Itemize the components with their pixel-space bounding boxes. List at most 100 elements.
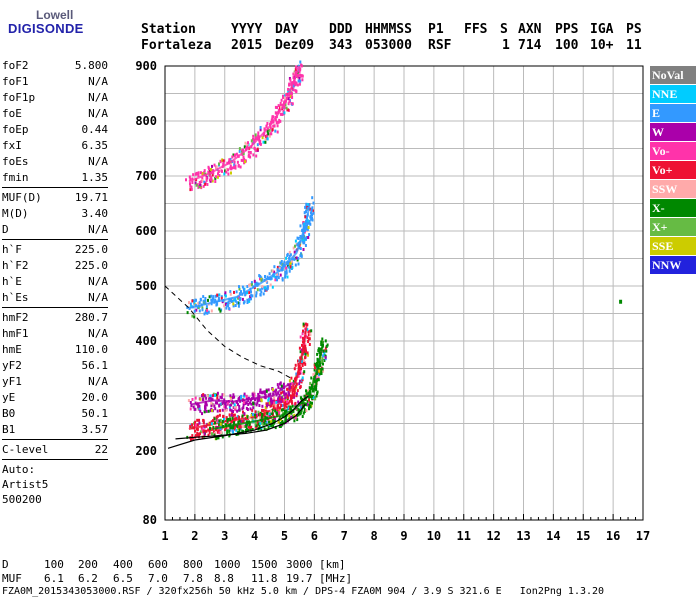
- echo-point: [231, 166, 234, 170]
- legend-item-w: W: [650, 123, 696, 141]
- echo-point: [262, 423, 265, 426]
- echo-point: [315, 381, 318, 385]
- echo-point: [319, 372, 322, 376]
- param-name: h`Es: [2, 291, 29, 304]
- echo-point: [223, 409, 226, 413]
- echo-point: [213, 417, 216, 421]
- echo-point: [245, 147, 247, 151]
- echo-point: [307, 340, 310, 343]
- echo-point: [233, 298, 236, 302]
- echo-point: [298, 246, 301, 250]
- echo-point: [231, 416, 234, 420]
- echo-point: [233, 290, 235, 294]
- echo-point: [273, 265, 276, 269]
- echo-point: [303, 408, 306, 412]
- echo-point: [323, 352, 326, 356]
- echo-point: [322, 362, 324, 366]
- echo-point: [193, 315, 196, 319]
- echo-point: [251, 283, 253, 287]
- echo-point: [241, 158, 244, 162]
- echo-point: [286, 400, 289, 404]
- y-tick-label: 800: [135, 114, 157, 128]
- echo-point: [285, 266, 288, 270]
- echo-point: [206, 394, 209, 398]
- echo-point: [202, 398, 205, 401]
- x-tick-label: 1: [161, 529, 168, 543]
- x-tick-label: 16: [606, 529, 620, 543]
- echo-point: [308, 395, 311, 399]
- echo-point: [212, 393, 215, 397]
- echo-point: [263, 427, 266, 431]
- echo-point: [231, 429, 234, 433]
- legend-item-nne: NNE: [650, 85, 696, 103]
- echo-point: [318, 369, 321, 373]
- param-row-yf1: yF1 N/A: [2, 374, 108, 390]
- x-tick-label: 5: [281, 529, 288, 543]
- echo-point: [229, 290, 232, 294]
- echo-point: [299, 379, 301, 383]
- echo-point: [286, 252, 289, 256]
- echo-point: [227, 417, 230, 421]
- echo-point: [285, 415, 288, 419]
- echo-point: [295, 372, 298, 376]
- echo-point: [265, 423, 268, 427]
- echo-point: [280, 260, 283, 263]
- echo-point: [238, 404, 241, 408]
- echo-point: [289, 253, 292, 257]
- echo-point: [199, 430, 202, 434]
- echo-point: [283, 390, 286, 394]
- echo-point: [216, 409, 219, 413]
- echo-point: [312, 211, 315, 215]
- echo-point: [289, 95, 292, 98]
- echo-point: [235, 416, 238, 420]
- echo-point: [299, 60, 302, 64]
- echo-point: [255, 424, 258, 427]
- echo-point: [299, 68, 302, 72]
- echo-point: [260, 279, 263, 283]
- echo-point: [302, 336, 304, 340]
- echo-point: [291, 392, 294, 396]
- echo-point: [321, 337, 324, 341]
- echo-point: [239, 427, 242, 431]
- echo-point: [287, 97, 290, 100]
- echo-point: [269, 399, 272, 403]
- param-name: MUF(D): [2, 191, 42, 204]
- echo-point: [189, 182, 191, 186]
- echo-point: [295, 66, 298, 70]
- echo-point: [306, 328, 309, 332]
- echo-point: [230, 167, 233, 171]
- echo-point: [228, 429, 231, 433]
- echo-point: [238, 425, 241, 429]
- echo-point: [214, 421, 216, 425]
- echo-point: [274, 276, 277, 279]
- echo-point: [205, 429, 208, 433]
- echo-point: [197, 185, 200, 189]
- param-value: 225.0: [74, 259, 108, 272]
- echo-point: [263, 390, 266, 394]
- echo-point: [225, 408, 228, 412]
- echo-point: [212, 419, 215, 422]
- echo-point: [201, 412, 203, 416]
- echo-point: [308, 221, 311, 225]
- header-value-station: Fortaleza: [141, 38, 212, 53]
- echo-point: [246, 291, 248, 295]
- echo-point: [194, 420, 197, 424]
- echo-point: [218, 162, 220, 166]
- echo-point: [275, 393, 278, 397]
- header-value-axn: 714: [518, 38, 542, 53]
- param-row-hf: h`F 225.0: [2, 242, 108, 258]
- echo-point: [203, 432, 206, 436]
- echo-point: [232, 302, 235, 306]
- echo-point: [281, 404, 284, 408]
- echo-point: [266, 287, 269, 290]
- echo-point: [211, 427, 214, 431]
- echo-point: [205, 305, 208, 309]
- echo-point: [306, 351, 309, 355]
- echo-point: [306, 221, 309, 225]
- echo-point: [272, 124, 275, 128]
- echo-point: [283, 105, 286, 109]
- echo-point: [299, 369, 302, 373]
- param-name: foF1p: [2, 91, 36, 104]
- echo-point: [314, 380, 317, 384]
- echo-point: [222, 415, 225, 418]
